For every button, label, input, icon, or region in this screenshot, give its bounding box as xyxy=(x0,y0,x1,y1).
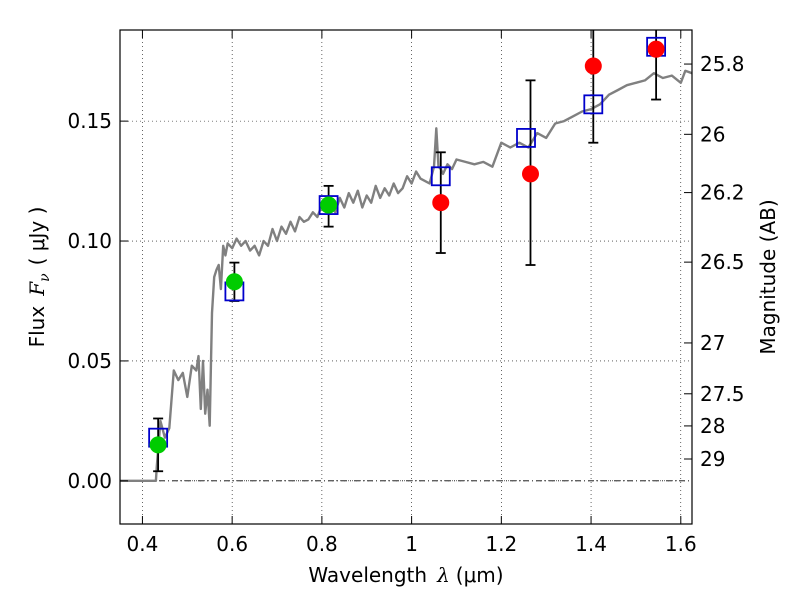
y-axis-label-prefix: Flux xyxy=(25,306,49,348)
model-square-marker xyxy=(516,128,536,148)
model-square-marker xyxy=(430,166,451,187)
observed-point xyxy=(225,273,243,291)
observed-point xyxy=(320,196,338,214)
x-axis-label-symbol: λ xyxy=(436,563,450,587)
y-tick-label: 0.05 xyxy=(67,349,112,373)
y2-tick-label: 28 xyxy=(700,414,725,438)
y-tick-label: 0.10 xyxy=(67,229,112,253)
model-square-marker xyxy=(318,195,339,215)
observed-point xyxy=(647,40,665,58)
y2-tick-label: 26.2 xyxy=(700,181,745,205)
y2-tick-label: 26 xyxy=(700,122,725,146)
tick-labels: 0.4 0.6 0.8 1 1.2 1.4 1.6 0.00 0.05 0.10 0.15 25.8 2… xyxy=(67,52,744,556)
tick-marks xyxy=(120,30,692,524)
spectrum-line xyxy=(120,69,692,482)
x-axis-label: Wavelength λ (μm) xyxy=(308,563,503,587)
x-tick-label: 0.4 xyxy=(127,532,159,556)
x-tick-label: 0.8 xyxy=(306,532,338,556)
x-axis-label-prefix: Wavelength xyxy=(308,563,427,587)
y2-tick-label: 25.8 xyxy=(700,52,745,76)
axes-frame xyxy=(119,29,693,525)
y-tick-label: 0.15 xyxy=(67,109,112,133)
y2-tick-label: 29 xyxy=(700,447,725,471)
y-axis-label-subscript: ν xyxy=(37,273,53,282)
y2-tick-label: 27 xyxy=(700,331,725,355)
x-tick-label: 1.6 xyxy=(665,532,697,556)
y2-axis-label: Magnitude (AB) xyxy=(756,199,780,354)
x-tick-label: 1.4 xyxy=(575,532,607,556)
y-tick-label: 0.00 xyxy=(67,469,112,493)
x-tick-label: 1 xyxy=(405,532,418,556)
y2-tick-label: 26.5 xyxy=(700,250,745,274)
y-axis-label-unit: ( μJy ) xyxy=(25,207,49,266)
observed-point xyxy=(521,165,539,183)
plot-area xyxy=(120,30,692,482)
observed-point xyxy=(432,194,450,212)
y-axis-label: Flux Fν ( μJy ) xyxy=(25,207,53,348)
x-tick-label: 0.6 xyxy=(216,532,248,556)
y-axis-label-symbol: F xyxy=(25,281,49,297)
observed-point xyxy=(149,436,167,454)
model-square-marker xyxy=(583,94,604,115)
grid-lines xyxy=(120,30,692,524)
observed-point xyxy=(584,57,602,75)
x-axis-label-unit: (μm) xyxy=(456,563,504,587)
x-tick-label: 1.2 xyxy=(485,532,517,556)
y2-tick-label: 27.5 xyxy=(700,382,745,406)
